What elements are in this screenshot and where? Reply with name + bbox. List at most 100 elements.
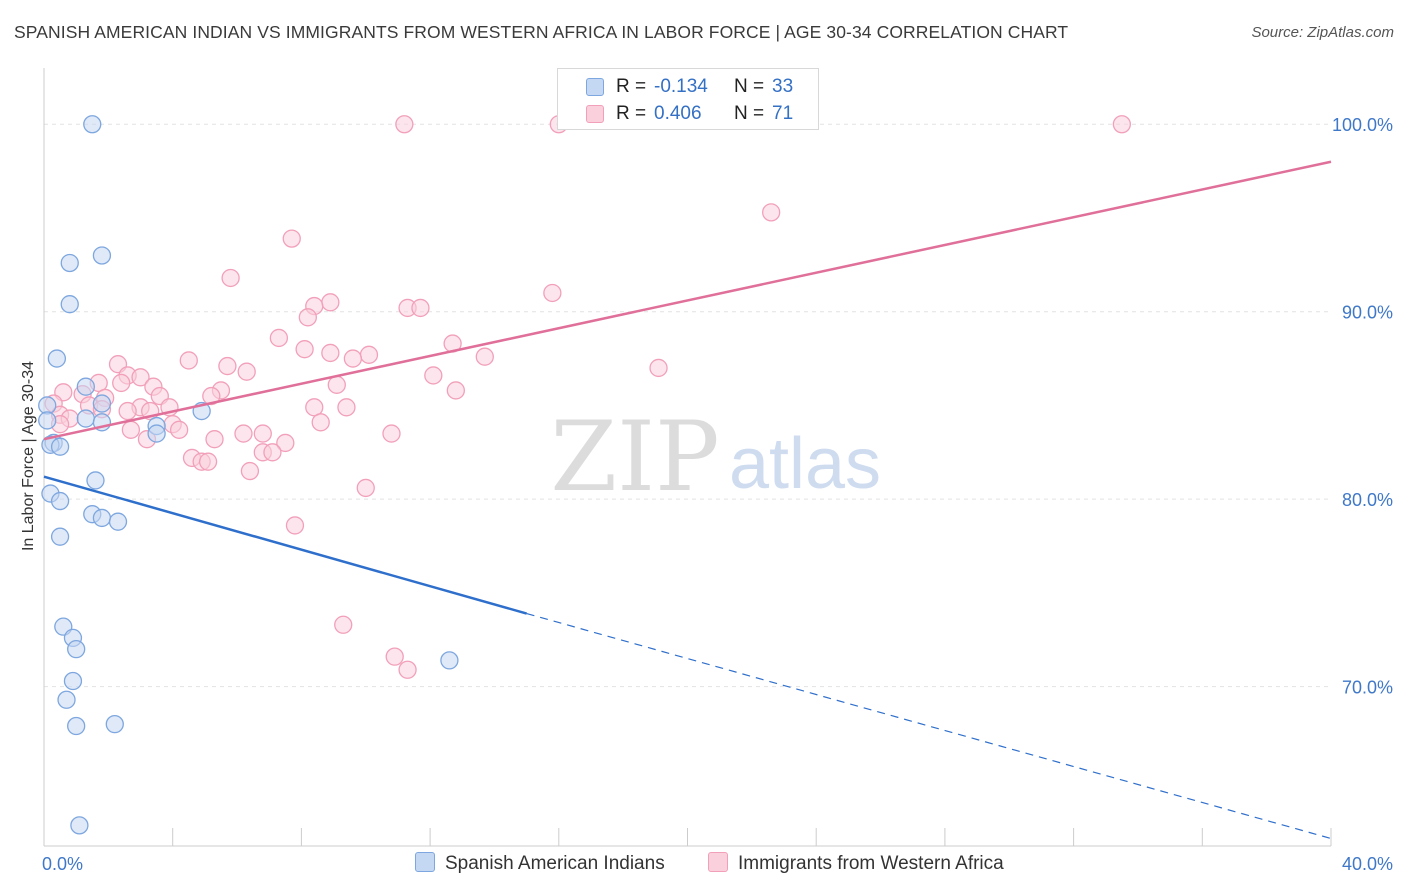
data-point [147,424,166,443]
data-point [398,660,417,679]
data-point [205,430,224,449]
x-tick-label: 40.0% [1342,854,1393,874]
legend-item-immigrants-western-africa[interactable]: Immigrants from Western Africa [708,852,1004,875]
data-point [382,424,401,443]
stats-r-label: R = [616,103,647,124]
stats-r-value: -0.134 [654,76,708,97]
data-point [50,491,70,511]
data-point [50,437,70,456]
watermark-zip: ZIP [550,401,719,513]
data-point [76,377,95,396]
data-point [218,356,237,376]
stats-swatch-pink [586,105,604,123]
y-tick-label: 80.0% [1342,490,1393,510]
legend-label: Immigrants from Western Africa [738,853,1004,874]
data-point [108,512,128,531]
x-tick-labels: 0.0% 40.0% [42,854,1393,874]
series-immigrants-western-africa [44,115,1132,679]
data-point [92,246,112,265]
data-point [105,714,124,734]
trend-line-extension-spanish-american-indians [526,612,1332,840]
data-point [67,640,86,659]
data-point [285,516,305,535]
data-point [67,716,86,736]
data-point [385,647,404,666]
data-point [131,368,150,387]
data-point [92,394,112,413]
data-point [121,420,141,439]
watermark-atlas: atlas [729,424,881,504]
y-tick-label: 90.0% [1342,303,1393,323]
data-point [240,461,260,481]
data-point [649,358,668,378]
stats-r-label: R = [616,76,647,97]
data-point [543,283,562,303]
data-point [298,308,317,327]
data-point [321,343,340,363]
data-point [1112,115,1132,134]
trend-line-immigrants-western-africa [43,160,1332,441]
x-tick-label: 0.0% [42,854,83,874]
data-point [179,351,198,370]
data-point [356,478,375,498]
stats-n-value: 33 [772,76,794,97]
data-point [440,651,459,670]
data-point [38,411,57,430]
data-point [276,433,295,453]
data-point [63,671,83,691]
legend-swatch-blue [415,852,435,872]
data-point [446,381,465,400]
data-point [169,420,189,439]
trend-line-spanish-american-indians [43,475,527,615]
data-point [327,375,346,394]
data-point [60,295,79,314]
stats-n-label: N = [734,76,765,97]
data-point [198,452,218,471]
data-point [337,398,356,417]
stats-r-value: 0.406 [654,103,702,124]
data-point [50,527,70,546]
data-point [47,349,67,368]
y-tick-labels: 70.0% 80.0% 90.0% 100.0% [1332,115,1393,697]
data-point [76,409,95,428]
stats-n-value: 71 [772,103,794,124]
data-point [411,298,430,318]
data-point [343,349,363,368]
y-tick-label: 100.0% [1332,115,1393,135]
data-point [234,424,253,443]
data-point [237,362,256,381]
source-credit: Source: ZipAtlas.com [1251,24,1394,41]
legend-swatch-pink [708,852,728,872]
data-point [221,268,240,288]
data-point [395,115,414,134]
correlation-stats-box: R = -0.134 N = 33 R = 0.406 N = 71 [557,68,819,130]
legend-item-spanish-american-indians[interactable]: Spanish American Indians [415,852,665,875]
stats-swatch-blue [586,78,604,96]
data-point [263,443,282,462]
data-point [424,366,443,385]
data-point [269,328,289,348]
data-point [86,471,105,490]
axes [43,68,1332,847]
data-point [311,413,330,432]
stats-n-label: N = [734,103,765,124]
data-point [334,615,353,634]
stats-row-pink: R = 0.406 N = 71 [558,100,818,128]
data-point [202,386,221,406]
data-point [475,347,494,366]
data-point [92,508,112,528]
data-point [112,373,131,393]
trend-lines [43,160,1332,840]
legend: Spanish American Indians Immigrants from… [0,850,1406,878]
data-point [359,345,379,364]
stats-row-blue: R = -0.134 N = 33 [558,73,818,101]
legend-label: Spanish American Indians [445,853,665,874]
y-tick-label: 70.0% [1342,678,1393,698]
data-point [70,816,89,835]
data-point [282,229,301,248]
data-point [253,424,272,443]
data-point [83,115,102,134]
data-point [321,293,340,312]
data-point [762,203,781,222]
